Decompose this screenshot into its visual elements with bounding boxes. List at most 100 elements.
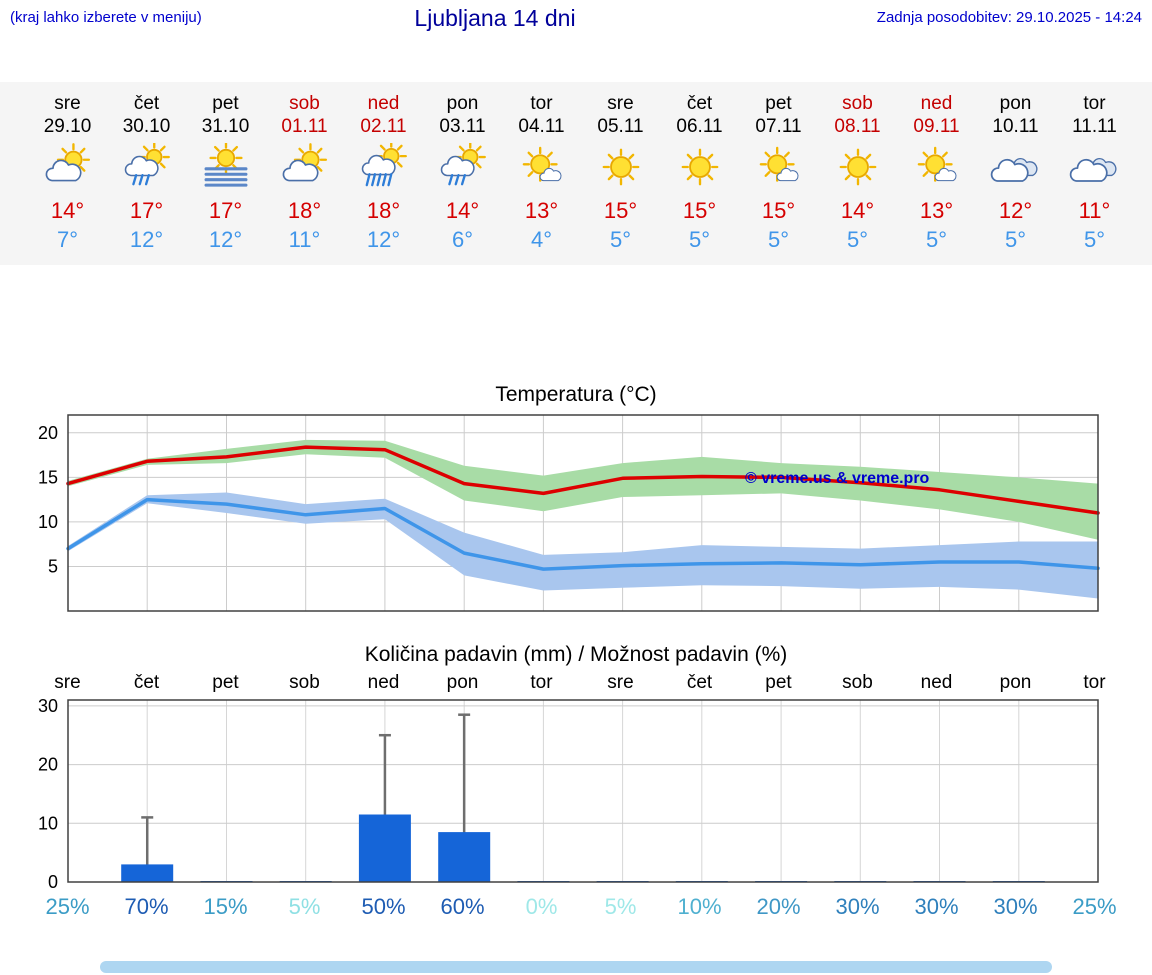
day-name: tor	[1083, 93, 1106, 114]
precipitation-day-labels: sre čet pet sob ned pon tor sre čet pet sob ned pon t…	[0, 671, 1152, 694]
precip-probability: 0%	[525, 894, 558, 919]
precip-day-label: tor	[1083, 672, 1106, 693]
mostly-sunny-icon	[739, 140, 818, 194]
forecast-day: tor 04.11 13° 4°	[502, 92, 581, 253]
day-min-temp: 5°	[1004, 227, 1027, 252]
sunny-icon	[581, 140, 660, 194]
forecast-day: tor 11.11 11° 5°	[1055, 92, 1134, 253]
forecast-day: čet 30.10 17° 12°	[107, 92, 186, 253]
day-max-temp: 11°	[1078, 198, 1111, 223]
sunny-icon	[818, 140, 897, 194]
last-update-text: Zadnja posodobitev: 29.10.2025 - 14:24	[876, 9, 1142, 26]
forecast-day: čet 06.11 15° 5°	[660, 92, 739, 253]
fog-icon	[186, 140, 265, 194]
precip-probability: 70%	[124, 894, 169, 919]
day-max-temp: 13°	[919, 198, 954, 223]
forecast-day: ned 02.11 18° 12°	[344, 92, 423, 253]
day-max-temp: 17°	[129, 198, 164, 223]
day-date: 05.11	[597, 116, 644, 137]
precip-day-label: čet	[133, 672, 160, 693]
forecast-day: sob 08.11 14° 5°	[818, 92, 897, 253]
day-max-temp: 17°	[208, 198, 243, 223]
precip-day-label: pet	[765, 672, 792, 693]
top-bar: (kraj lahko izberete v meniju) Ljubljana…	[0, 0, 1152, 38]
day-min-temp: 5°	[1083, 227, 1106, 252]
day-min-temp: 5°	[688, 227, 711, 252]
day-name: sob	[289, 93, 320, 114]
precip-day-label: pet	[212, 672, 239, 693]
shower-rain-icon	[423, 140, 502, 194]
day-name: sob	[842, 93, 873, 114]
forecast-day: pon 10.11 12° 5°	[976, 92, 1055, 253]
forecast-day: ned 09.11 13° 5°	[897, 92, 976, 253]
precip-probability: 15%	[203, 894, 248, 919]
day-date: 01.11	[281, 116, 328, 137]
partly-cloudy-icon	[265, 140, 344, 194]
day-min-temp: 4°	[530, 227, 553, 252]
precip-day-label: sre	[607, 672, 634, 693]
day-min-temp: 5°	[609, 227, 632, 252]
bottom-scrollbar[interactable]	[100, 961, 1052, 973]
day-max-temp: 15°	[603, 198, 638, 223]
day-name: pet	[765, 93, 792, 114]
precip-day-label: sob	[289, 672, 320, 693]
day-max-temp: 14°	[445, 198, 480, 223]
precip-probability: 5%	[604, 894, 637, 919]
svg-text:20: 20	[38, 755, 58, 775]
day-name: ned	[920, 93, 953, 114]
precip-day-label: čet	[686, 672, 713, 693]
precip-probability: 20%	[756, 894, 801, 919]
day-min-temp: 6°	[451, 227, 474, 252]
precipitation-probability-row: 25% 70% 15% 5% 50% 60% 0% 5% 10% 20% 30% 30% 30% 25%	[0, 894, 1152, 920]
day-date: 06.11	[676, 116, 723, 137]
precip-bar	[121, 864, 174, 882]
temperature-chart: 5 10 15 20 © vreme.us & vreme.pro	[38, 414, 1100, 612]
forecast-day: sre 29.10 14° 7°	[28, 92, 107, 253]
forecast-day: sre 05.11 15° 5°	[581, 92, 660, 253]
precipitation-chart-title: Količina padavin (mm) / Možnost padavin …	[364, 643, 788, 666]
day-date: 11.11	[1072, 116, 1117, 137]
forecast-strip: sre 29.10 14° 7° čet 30.10 17° 12° pet 31.10 17° 12…	[0, 82, 1152, 265]
day-min-temp: 11°	[288, 227, 321, 252]
day-name: pon	[446, 93, 479, 114]
day-max-temp: 14°	[840, 198, 875, 223]
precip-probability: 30%	[914, 894, 959, 919]
day-min-temp: 5°	[925, 227, 948, 252]
precip-bar	[438, 832, 491, 882]
day-date: 03.11	[439, 116, 486, 137]
forecast-day: pon 03.11 14° 6°	[423, 92, 502, 253]
precip-day-label: sre	[54, 672, 81, 693]
mostly-sunny-icon	[502, 140, 581, 194]
day-min-temp: 5°	[767, 227, 790, 252]
precip-day-label: ned	[367, 672, 400, 693]
menu-hint-note: (kraj lahko izberete v meniju)	[10, 9, 202, 26]
svg-text:30: 30	[38, 696, 58, 716]
temperature-chart-title: Temperatura (°C)	[495, 383, 657, 406]
day-name: ned	[367, 93, 400, 114]
svg-text:15: 15	[38, 467, 58, 487]
forecast-day: sob 01.11 18° 11°	[265, 92, 344, 253]
precip-probability: 30%	[835, 894, 880, 919]
day-name: sre	[54, 93, 81, 114]
watermark: © vreme.us & vreme.pro	[745, 470, 930, 487]
day-max-temp: 18°	[287, 198, 322, 223]
day-date: 30.10	[122, 116, 171, 137]
day-date: 10.11	[992, 116, 1039, 137]
day-min-temp: 7°	[56, 227, 79, 252]
page-title: Ljubljana 14 dni	[414, 5, 576, 31]
precip-probability: 25%	[45, 894, 90, 919]
day-date: 08.11	[834, 116, 881, 137]
day-min-temp: 12°	[208, 227, 243, 252]
day-date: 07.11	[755, 116, 802, 137]
shower-rain-icon	[107, 140, 186, 194]
day-name: čet	[133, 93, 160, 114]
day-name: pon	[999, 93, 1032, 114]
precip-probability: 25%	[1072, 894, 1117, 919]
day-date: 04.11	[518, 116, 565, 137]
forecast-day: pet 31.10 17° 12°	[186, 92, 265, 253]
cloudy-icon	[1055, 140, 1134, 194]
precip-day-label: pon	[999, 672, 1032, 693]
precip-day-label: pon	[446, 672, 479, 693]
day-max-temp: 13°	[524, 198, 559, 223]
day-max-temp: 14°	[50, 198, 85, 223]
